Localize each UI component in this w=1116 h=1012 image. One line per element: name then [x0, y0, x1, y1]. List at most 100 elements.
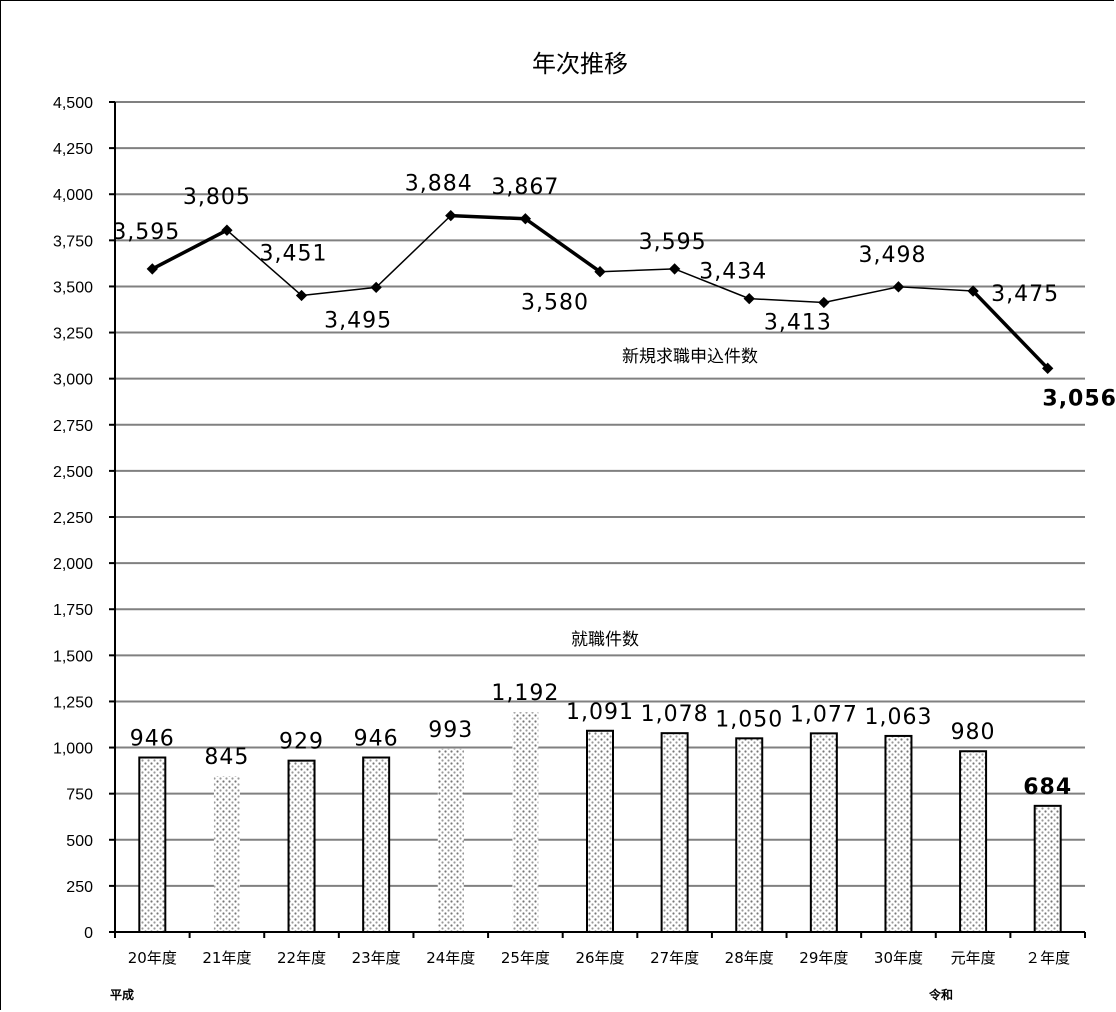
bar — [437, 748, 464, 932]
bar — [735, 737, 764, 933]
y-axis: 0 250 500 750 1,000 1,250 1,500 1,750 2,000 2,250… — [53, 95, 116, 942]
bar-data-label: 993 — [428, 718, 473, 743]
line-data-label: 3,595 — [639, 230, 707, 255]
era-label-reiwa: 令和 — [928, 987, 953, 1002]
y-tick-label: 2,500 — [53, 464, 93, 481]
line-point — [967, 285, 979, 297]
line-data-label: 3,451 — [260, 241, 328, 266]
x-tick-label: 28年度 — [725, 949, 774, 967]
line-point — [743, 292, 755, 305]
y-tick-label: 3,250 — [53, 326, 93, 343]
y-tick-label: 4,250 — [53, 141, 93, 158]
x-tick-label: 27年度 — [650, 949, 699, 967]
bar — [809, 732, 838, 933]
y-tick-label: 1,250 — [53, 694, 93, 711]
y-tick-label: 2,000 — [53, 556, 93, 573]
bar-data-label: 946 — [354, 727, 399, 752]
line-point — [892, 281, 905, 293]
bar — [213, 776, 240, 932]
bar-data-label: 929 — [279, 730, 324, 755]
bar-data-label: 1,091 — [566, 700, 634, 725]
line-segment — [524, 217, 602, 274]
y-tick-label: 750 — [66, 787, 93, 804]
line-segment — [674, 268, 750, 300]
bar — [660, 732, 689, 933]
x-tick-label: 29年度 — [799, 949, 848, 967]
bar-data-label: 1,077 — [790, 702, 858, 727]
bar-data-label: 1,063 — [864, 705, 932, 730]
bar-data-label: 946 — [130, 727, 175, 752]
line-segment — [599, 268, 675, 273]
y-tick-label: 1,750 — [53, 602, 93, 619]
bar-data-label: 980 — [951, 720, 996, 745]
line-point — [370, 281, 382, 294]
line-data-label: 3,498 — [858, 243, 926, 268]
bar-data-label: 1,078 — [641, 702, 709, 727]
chart-title: 年次推移 — [532, 50, 628, 78]
line-segment — [898, 286, 974, 292]
line-data-label: 3,434 — [699, 260, 767, 285]
x-tick-label: 21年度 — [202, 949, 251, 967]
line-data-label: 3,056 — [1042, 386, 1116, 411]
line-segment — [375, 215, 452, 288]
y-tick-label: 2,250 — [53, 510, 93, 527]
y-tick-label: 4,000 — [53, 187, 93, 204]
x-tick-label: 20年度 — [128, 949, 177, 967]
y-tick-label: 0 — [84, 925, 93, 942]
line-data-label: 3,884 — [405, 172, 473, 197]
line-segment — [151, 228, 228, 271]
bar — [138, 756, 167, 934]
x-tick-label: 25年度 — [501, 949, 550, 967]
x-axis: 20年度 21年度 22年度 23年度 24年度 25年度 26年度 27年度 28年度 29年度… — [114, 931, 1086, 967]
bar-series: 946 845 929 946 993 1,192 1,091 1,078 1,050 1,077… — [130, 681, 1072, 934]
line-point — [221, 224, 233, 236]
bar — [959, 750, 988, 933]
line-point — [519, 213, 532, 225]
line-point — [146, 263, 158, 275]
bar — [362, 756, 391, 934]
era-label-heisei: 平成 — [110, 987, 134, 1002]
bar-data-label: 1,050 — [715, 707, 783, 732]
bar-data-label: 684 — [1023, 775, 1072, 800]
line-segment — [450, 213, 526, 221]
y-tick-label: 1,500 — [53, 648, 93, 665]
line-data-label: 3,867 — [491, 175, 559, 200]
line-point — [445, 209, 457, 222]
line-data-label: 3,805 — [183, 185, 251, 210]
x-tick-label: 元年度 — [951, 949, 996, 967]
x-tick-label: 23年度 — [352, 949, 401, 967]
line-point — [818, 296, 830, 309]
line-segment — [301, 286, 377, 297]
x-tick-label: 30年度 — [874, 949, 923, 967]
x-tick-label: 22年度 — [277, 949, 326, 967]
y-tick-label: 2,750 — [53, 418, 93, 435]
y-tick-label: 4,500 — [53, 95, 93, 112]
x-tick-label: 26年度 — [575, 949, 624, 967]
bar — [512, 712, 539, 932]
line-point — [594, 266, 606, 278]
line-point — [295, 289, 308, 302]
line-segment — [749, 297, 824, 304]
line-data-label: 3,595 — [112, 220, 180, 245]
y-tick-label: 3,500 — [53, 279, 93, 296]
line-data-label: 3,580 — [521, 291, 589, 316]
bar — [884, 734, 913, 933]
y-tick-label: 3,750 — [53, 233, 93, 250]
bar-data-label: 845 — [204, 745, 249, 770]
y-tick-label: 500 — [66, 833, 93, 850]
line-segment — [971, 289, 1049, 370]
y-tick-label: 3,000 — [53, 372, 93, 389]
line-data-label: 3,475 — [991, 282, 1059, 307]
line-point — [1042, 362, 1054, 374]
bar — [586, 729, 614, 933]
line-segment — [823, 286, 899, 304]
bar-data-label: 1,192 — [491, 681, 559, 706]
x-tick-label: 24年度 — [426, 949, 475, 967]
bar-series-name: 就職件数 — [571, 630, 639, 650]
y-tick-label: 250 — [66, 879, 93, 896]
bar — [1033, 804, 1062, 934]
line-segment — [226, 229, 303, 297]
